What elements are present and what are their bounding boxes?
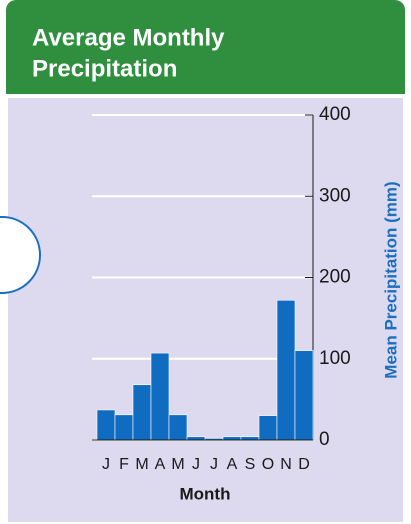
- bar: [150, 352, 170, 441]
- bar: [294, 350, 314, 441]
- bar: [168, 414, 188, 441]
- panel-frame: [4, 94, 407, 524]
- y-tick-label: 200: [319, 267, 351, 288]
- bar: [132, 384, 152, 441]
- bar: [276, 299, 296, 441]
- y-tick-label: 400: [319, 104, 351, 125]
- chart-title: Average Monthly: [32, 24, 225, 51]
- x-tick-label: N: [280, 456, 292, 473]
- bar: [114, 414, 134, 441]
- x-axis-label: Month: [180, 484, 231, 503]
- x-tick-label: S: [245, 456, 256, 473]
- bar: [96, 409, 116, 441]
- y-tick-label: 0: [319, 429, 330, 450]
- x-tick-label: J: [102, 456, 110, 473]
- chart-title: Precipitation: [32, 55, 177, 82]
- x-tick-label: F: [119, 456, 129, 473]
- callout-circle: [0, 216, 41, 294]
- x-tick-label: O: [262, 456, 274, 473]
- x-tick-label: M: [135, 456, 148, 473]
- x-tick-label: J: [192, 456, 200, 473]
- header-band-base: [6, 86, 405, 96]
- panel: [6, 96, 405, 524]
- x-tick-label: A: [155, 456, 166, 473]
- y-tick-label: 100: [319, 348, 351, 369]
- x-tick-label: J: [210, 456, 218, 473]
- x-tick-label: D: [298, 456, 310, 473]
- y-axis-label: Mean Precipitation (mm): [381, 181, 400, 378]
- y-tick-label: 300: [319, 185, 351, 206]
- header-band: [6, 0, 405, 96]
- x-tick-label: A: [227, 456, 238, 473]
- x-tick-label: M: [171, 456, 184, 473]
- bar: [258, 415, 278, 441]
